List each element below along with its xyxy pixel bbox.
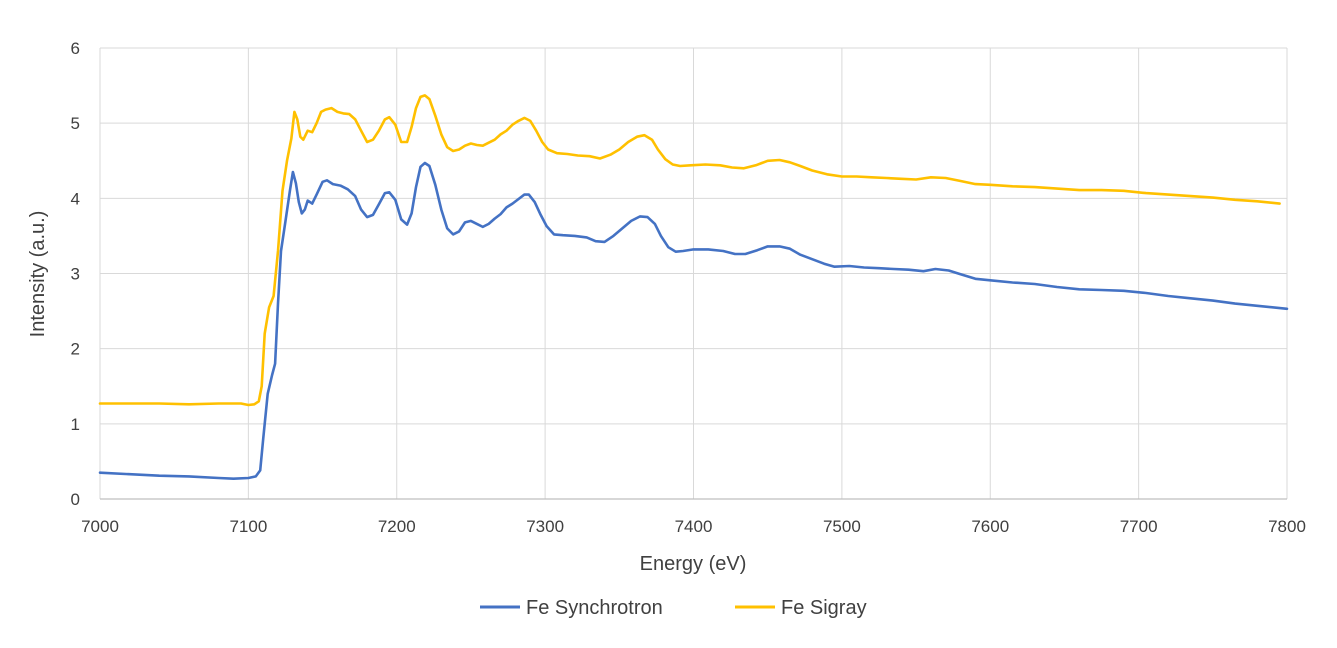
x-tick-label-7500: 7500 [823, 517, 861, 536]
gridlines [99, 47, 1288, 499]
y-tick-label-6: 6 [71, 39, 80, 58]
series-lines [98, 94, 1289, 480]
y-tick-label-3: 3 [71, 265, 80, 284]
y-tick-label-1: 1 [71, 415, 80, 434]
x-tick-label-7100: 7100 [229, 517, 267, 536]
y-tick-label-2: 2 [71, 340, 80, 359]
y-tick-label-0: 0 [71, 490, 80, 509]
x-tick-label-7300: 7300 [526, 517, 564, 536]
y-tick-label-5: 5 [71, 114, 80, 133]
x-tick-label-7200: 7200 [378, 517, 416, 536]
x-tick-label-7600: 7600 [971, 517, 1009, 536]
y-axis-title: Intensity (a.u.) [27, 211, 49, 338]
tick-labels: 0 1 2 3 4 5 6 7000 7100 7200 7300 7400 7500 7600 7700 7… [71, 39, 1306, 536]
legend-item-fe-synchrotron: Fe Synchrotron [480, 597, 663, 619]
x-tick-label-7000: 7000 [81, 517, 119, 536]
series-line-fe-synchrotron [98, 161, 1289, 480]
y-tick-label-4: 4 [71, 189, 80, 208]
legend-label-fe-synchrotron: Fe Synchrotron [526, 597, 663, 619]
legend: Fe Synchrotron Fe Sigray [480, 597, 867, 619]
legend-item-fe-sigray: Fe Sigray [735, 597, 867, 619]
x-tick-label-7800: 7800 [1268, 517, 1306, 536]
legend-label-fe-sigray: Fe Sigray [781, 597, 867, 619]
x-tick-label-7400: 7400 [675, 517, 713, 536]
x-axis-title: Energy (eV) [640, 553, 747, 575]
series-line-fe-sigray [98, 94, 1281, 407]
x-tick-label-7700: 7700 [1120, 517, 1158, 536]
